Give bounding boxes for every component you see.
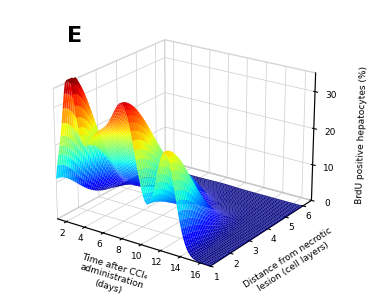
Text: E: E (67, 26, 82, 46)
X-axis label: Time after CCl₄
administration
(days): Time after CCl₄ administration (days) (74, 252, 149, 300)
Y-axis label: Distance from necrotic
lesion (cell layers): Distance from necrotic lesion (cell laye… (242, 226, 339, 299)
